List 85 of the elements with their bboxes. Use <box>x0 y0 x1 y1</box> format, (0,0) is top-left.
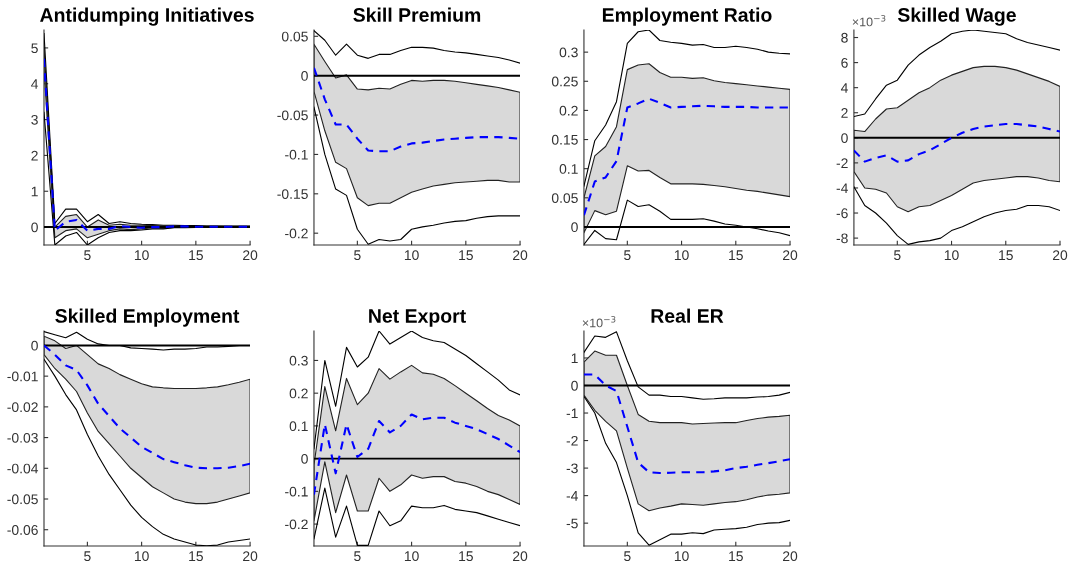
x-tick-label: 5 <box>84 551 91 562</box>
chart-title: Net Export <box>369 309 466 327</box>
y-tick-label: -1 <box>566 408 578 419</box>
x-tick-label: 15 <box>459 250 473 261</box>
x-tick-label: 5 <box>624 250 631 261</box>
y-tick-label: -4 <box>566 491 578 501</box>
y-tick-label: 0 <box>301 71 308 81</box>
y-tick-label: -3 <box>566 463 578 474</box>
y-tick-label: 0 <box>31 222 38 233</box>
y-tick-label: -0.06 <box>7 525 38 535</box>
y-tick-label: 0.1 <box>289 421 308 432</box>
y-tick-label: -8 <box>836 233 848 244</box>
x-tick-label: 20 <box>243 250 258 261</box>
y-tick-label: 2 <box>841 108 848 118</box>
y-tick-label: 0.1 <box>559 164 578 174</box>
x-tick-label: 10 <box>944 250 959 261</box>
chart-title: Antidumping Initiatives <box>40 7 254 26</box>
y-tick-label: 0.2 <box>289 388 308 399</box>
y-tick-label: 3 <box>31 114 38 125</box>
y-tick-label: 0 <box>301 453 308 464</box>
chart-title: Skilled Employment <box>55 308 240 327</box>
x-tick-label: 20 <box>513 250 528 261</box>
y-tick-label: -2 <box>836 158 848 168</box>
y-tick-label: 8 <box>841 32 848 43</box>
x-tick-label: 20 <box>783 551 798 562</box>
y-tick-label: 4 <box>31 79 39 89</box>
x-tick-label: 10 <box>674 250 689 261</box>
x-tick-label: 5 <box>354 551 361 562</box>
x-tick-label: 20 <box>1052 250 1068 261</box>
x-tick-label: 10 <box>674 551 689 562</box>
x-tick-label: 5 <box>893 250 901 261</box>
y-tick-label: -0.2 <box>285 519 308 530</box>
y-tick-label: -0.05 <box>277 110 308 121</box>
x-tick-label: 20 <box>513 551 528 562</box>
chart-title: Skilled Wage <box>897 7 1016 26</box>
y-tick-label: 2 <box>31 150 38 161</box>
y-tick-label: 0 <box>31 340 38 351</box>
y-tick-label: 0.05 <box>281 31 308 42</box>
y-tick-label: 0 <box>841 133 848 143</box>
y-tick-label: 4 <box>840 83 848 93</box>
x-tick-label: 15 <box>729 250 743 261</box>
x-tick-label: 15 <box>999 250 1013 261</box>
y-tick-label: 1 <box>571 353 578 364</box>
y-tick-label: 0.3 <box>559 47 578 58</box>
x-tick-label: 5 <box>354 250 361 261</box>
text: ×10$^{−3}$ <box>582 315 616 328</box>
y-tick-label: -0.03 <box>7 432 38 443</box>
x-tick-label: 20 <box>243 551 258 562</box>
y-tick-label: 6 <box>841 57 848 68</box>
y-tick-label: 1 <box>31 186 38 197</box>
x-tick-label: 20 <box>783 250 798 261</box>
x-tick-label: 10 <box>404 250 419 261</box>
y-tick-label: -0.01 <box>7 371 38 382</box>
y-tick-label: -4 <box>836 183 848 193</box>
y-tick-label: 5 <box>31 43 38 54</box>
y-tick-label: 0 <box>571 380 578 391</box>
y-tick-label: 0.2 <box>559 105 578 116</box>
y-tick-label: -0.2 <box>285 228 308 239</box>
x-tick-label: 10 <box>404 551 419 562</box>
y-tick-label: -0.15 <box>277 189 308 199</box>
x-tick-label: 5 <box>84 250 91 261</box>
y-tick-label: -6 <box>836 208 848 219</box>
x-tick-label: 10 <box>134 250 149 261</box>
x-tick-label: 15 <box>459 551 473 562</box>
y-tick-label: 0.25 <box>551 76 578 87</box>
x-tick-label: 15 <box>729 551 743 562</box>
y-tick-label: -0.1 <box>285 149 308 160</box>
chart-title: Skill Premium <box>353 7 481 22</box>
y-tick-label: 0.05 <box>551 193 578 203</box>
y-tick-label: -0.04 <box>7 463 39 474</box>
y-tick-label: -0.1 <box>285 486 308 497</box>
chart-title: Real ER <box>651 308 724 323</box>
x-tick-label: 10 <box>134 551 149 562</box>
y-tick-label: 0.3 <box>289 355 308 366</box>
y-tick-label: 0.15 <box>551 134 578 145</box>
x-tick-label: 15 <box>189 250 203 261</box>
chart-title: Employment Ratio <box>602 7 772 26</box>
y-tick-label: -5 <box>566 518 578 529</box>
x-tick-label: 15 <box>189 551 203 562</box>
y-tick-label: -2 <box>566 435 578 446</box>
y-tick-label: -0.02 <box>7 402 38 413</box>
text: ×10$^{−3}$ <box>852 14 886 27</box>
y-tick-label: 0 <box>571 222 578 233</box>
x-tick-label: 5 <box>624 551 631 562</box>
y-tick-label: -0.05 <box>7 494 38 505</box>
